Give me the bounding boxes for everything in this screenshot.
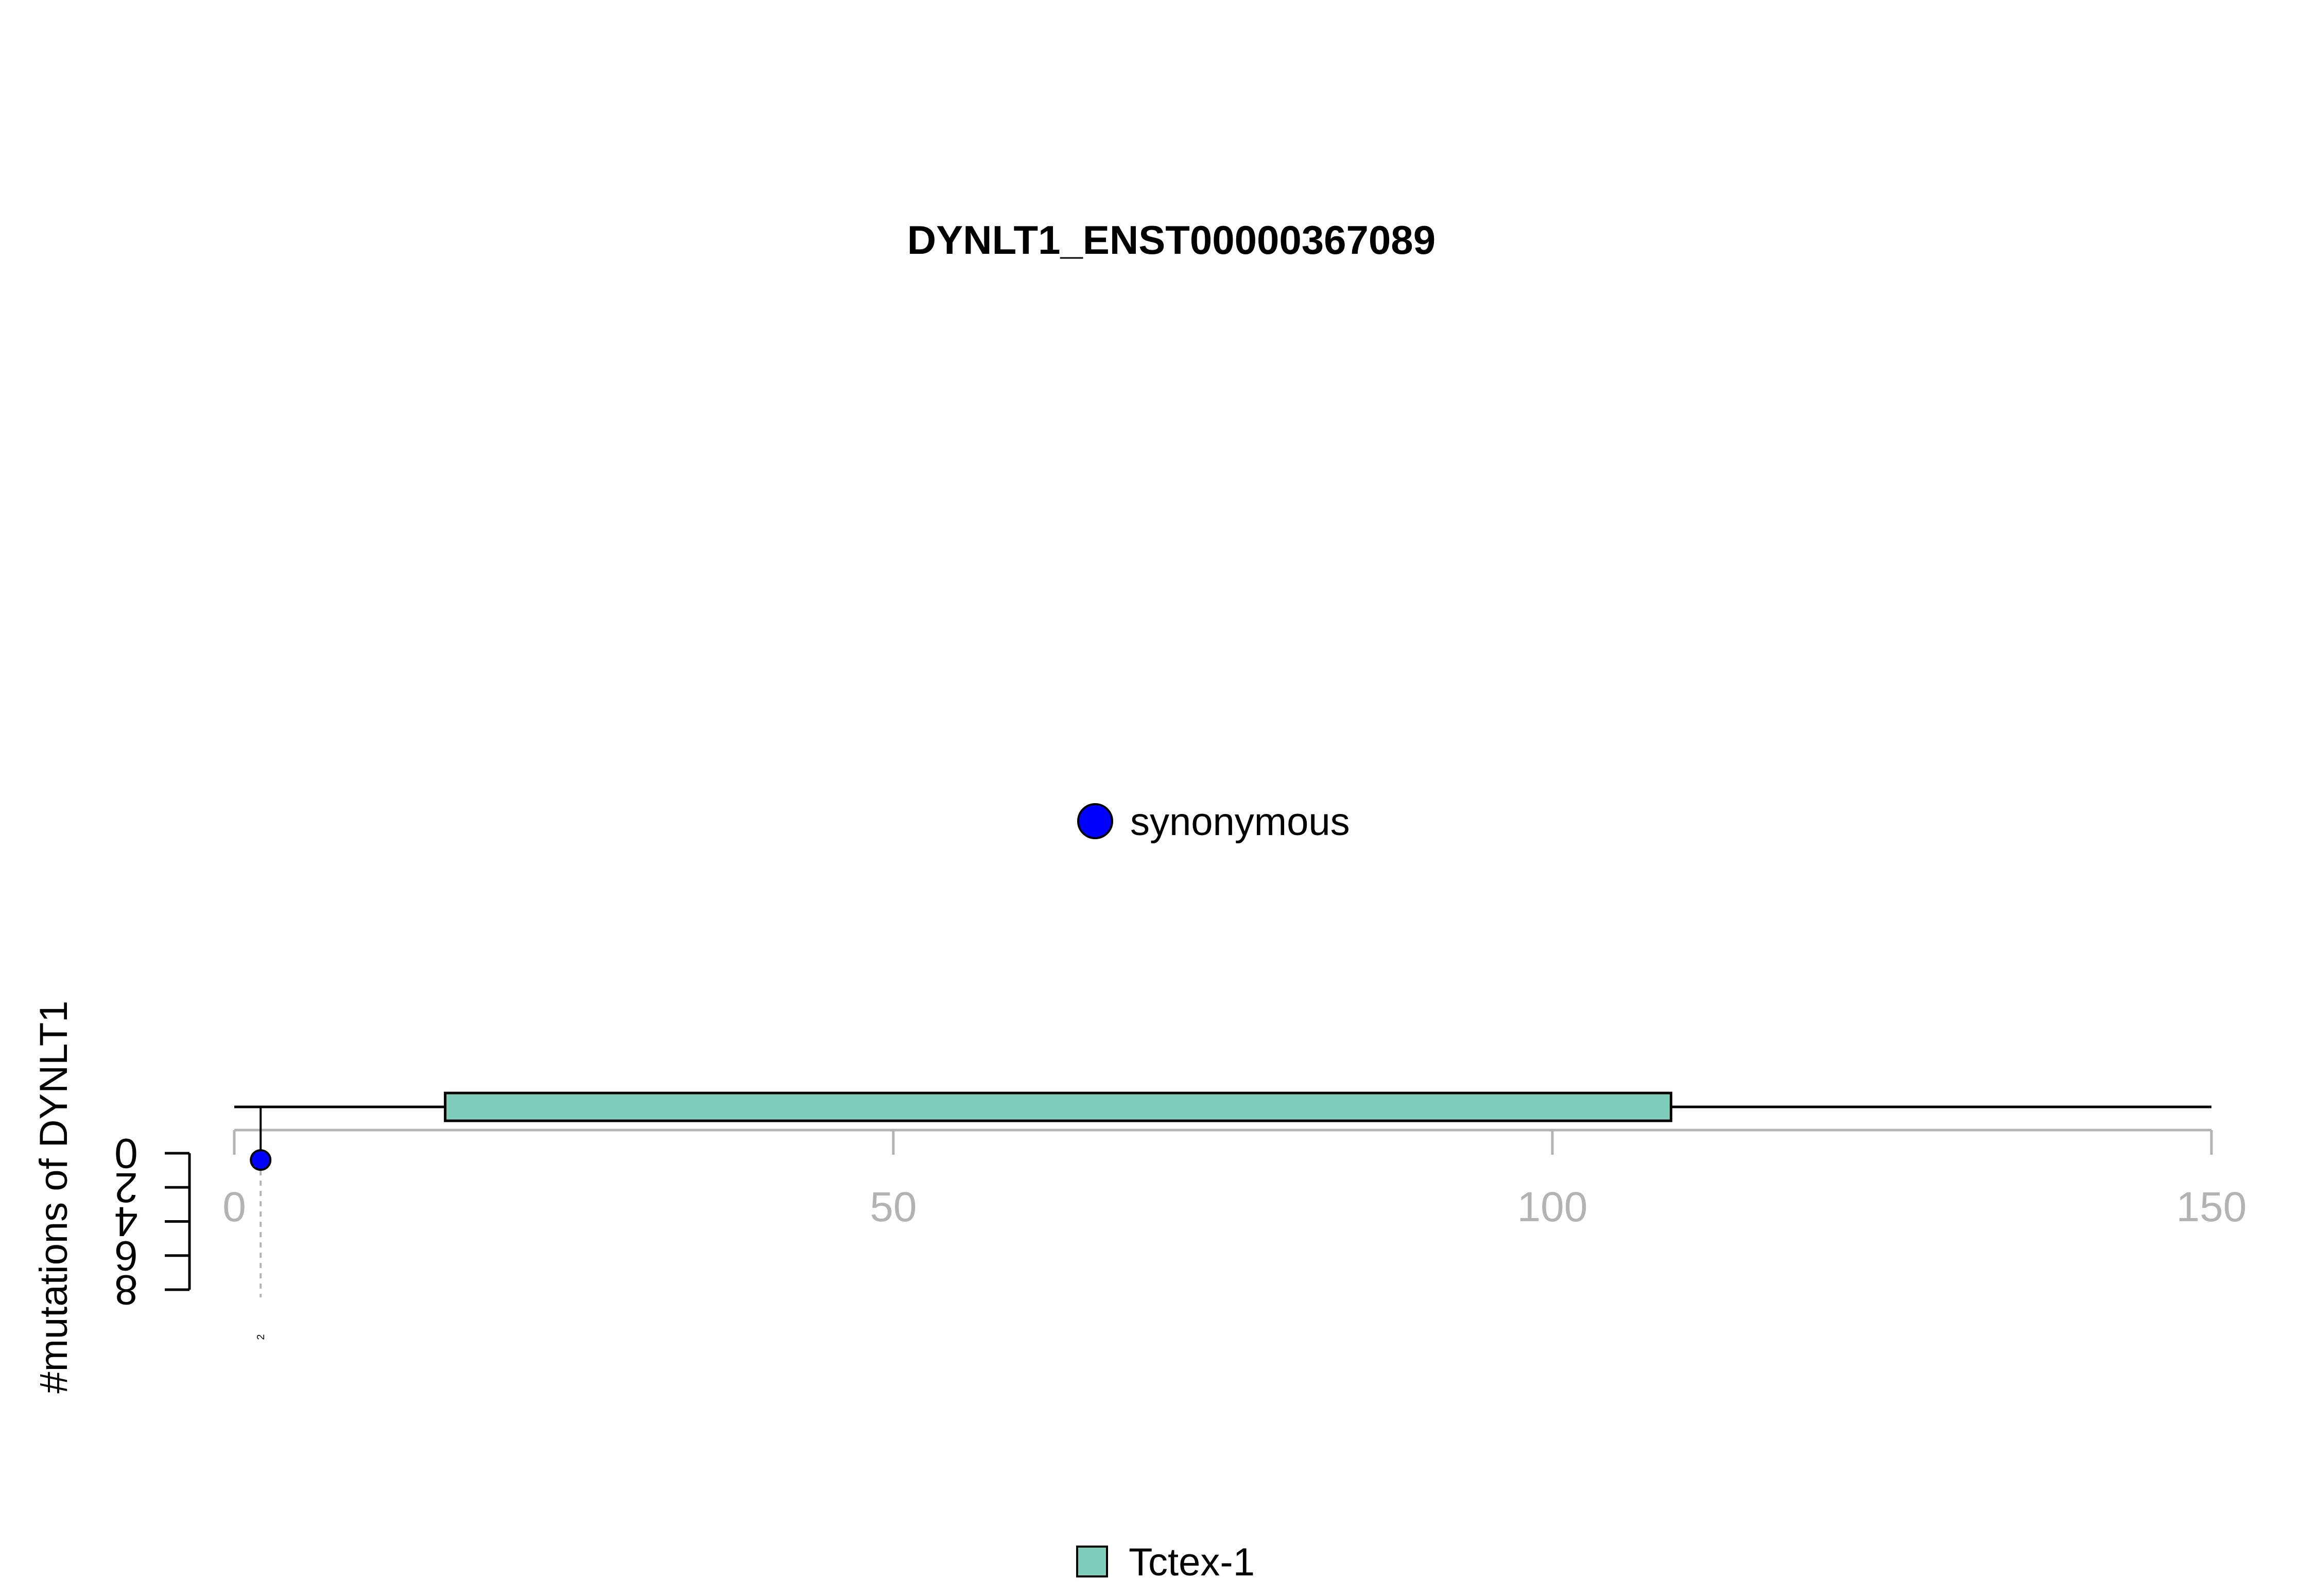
- legend-synonymous-label: synonymous: [1130, 800, 1350, 844]
- mutations: 2: [250, 1107, 272, 1340]
- legend-synonymous-marker: [1077, 803, 1113, 839]
- x-tick-label: 150: [2176, 1184, 2247, 1230]
- x-tick-label: 50: [870, 1184, 917, 1230]
- y-tick-label: 2: [114, 1164, 138, 1211]
- mutation-position-label: 2: [255, 1334, 267, 1340]
- mutation-legend: synonymous: [1077, 800, 1350, 844]
- x-axis: 0 50 100 150: [222, 1129, 2247, 1230]
- x-tick-label: 0: [222, 1184, 246, 1230]
- y-tick-label: 6: [114, 1232, 138, 1279]
- mutation-point: [250, 1149, 272, 1171]
- domains: [444, 1091, 1672, 1122]
- y-axis-label: #mutations of DYNLT1: [32, 1000, 76, 1393]
- legend-tctex1-swatch: [1076, 1546, 1108, 1577]
- chart-title: DYNLT1_ENST00000367089: [907, 217, 1436, 263]
- y-tick-label: 8: [114, 1267, 138, 1313]
- x-tick-label: 100: [1517, 1184, 1588, 1230]
- y-tick-label: 0: [114, 1130, 138, 1177]
- legend-tctex1-label: Tctex-1: [1129, 1540, 1255, 1584]
- domain-legend: Tctex-1: [1076, 1540, 1255, 1584]
- y-tick-label: 4: [114, 1198, 138, 1245]
- domain-tctex1: [444, 1091, 1672, 1122]
